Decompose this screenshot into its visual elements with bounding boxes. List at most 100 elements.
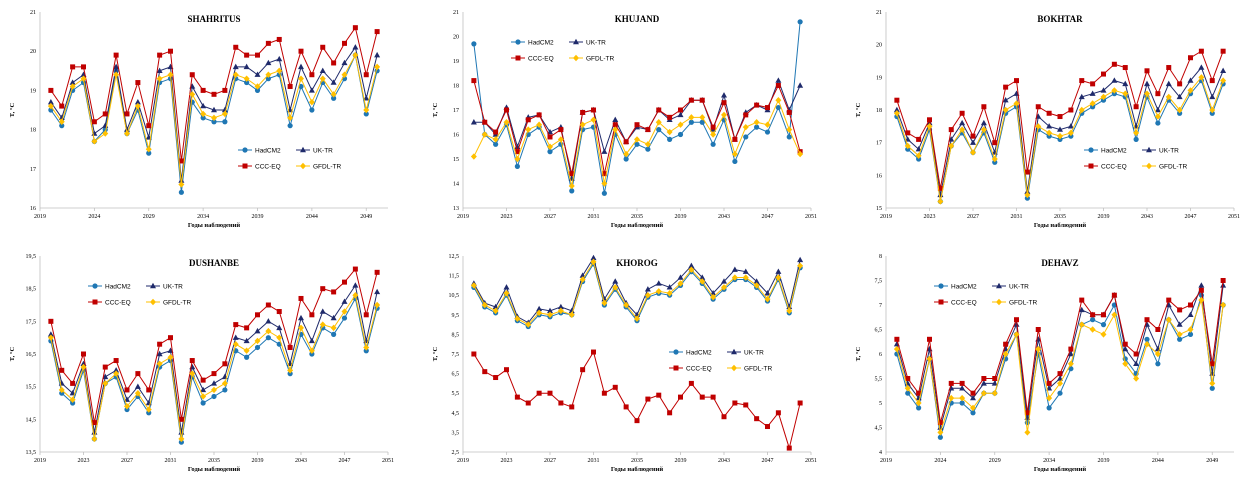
point-ccc-eq bbox=[612, 384, 618, 390]
point-ccc-eq bbox=[916, 136, 922, 142]
point-uk-tr bbox=[330, 314, 337, 321]
point-hadcm2 bbox=[1090, 104, 1096, 110]
point-hadcm2 bbox=[331, 331, 337, 337]
point-ccc-eq bbox=[1166, 297, 1172, 303]
point-ccc-eq bbox=[320, 44, 326, 50]
point-uk-tr bbox=[341, 59, 348, 66]
x-tick-label: 2019 bbox=[457, 214, 469, 220]
point-ccc-eq bbox=[710, 124, 716, 130]
point-hadcm2 bbox=[905, 146, 911, 152]
point-gfdl-tr bbox=[948, 394, 955, 402]
point-uk-tr bbox=[601, 295, 608, 302]
point-ccc-eq bbox=[48, 318, 54, 324]
point-hadcm2 bbox=[59, 390, 65, 396]
point-gfdl-tr bbox=[1024, 429, 1031, 436]
point-hadcm2 bbox=[699, 119, 705, 125]
point-hadcm2 bbox=[363, 111, 369, 117]
point-hadcm2 bbox=[1100, 322, 1107, 328]
point-gfdl-tr bbox=[1057, 380, 1063, 387]
point-ccc-eq bbox=[775, 410, 781, 416]
legend-label-gfdl-tr: GFDL-TR bbox=[744, 365, 772, 372]
point-uk-tr bbox=[915, 146, 922, 152]
x-tick-label: 2019 bbox=[457, 458, 469, 464]
x-tick-label: 2044 bbox=[1152, 458, 1164, 464]
point-ccc-eq bbox=[342, 279, 347, 285]
point-ccc-eq bbox=[287, 344, 293, 350]
point-uk-tr bbox=[200, 386, 207, 393]
legend-label-uk-tr: UK-TR bbox=[1159, 147, 1179, 154]
point-uk-tr bbox=[102, 373, 109, 380]
point-gfdl-tr bbox=[503, 119, 510, 126]
point-uk-tr bbox=[1122, 80, 1129, 87]
point-hadcm2 bbox=[1100, 97, 1107, 103]
point-ccc-eq bbox=[265, 40, 271, 46]
point-ccc-eq bbox=[623, 139, 629, 145]
point-uk-tr bbox=[298, 63, 304, 70]
point-gfdl-tr bbox=[721, 111, 727, 119]
point-hadcm2 bbox=[287, 123, 293, 129]
point-uk-tr bbox=[710, 290, 717, 296]
point-uk-tr bbox=[374, 288, 381, 295]
x-tick-label: 2043 bbox=[1141, 214, 1153, 220]
point-ccc-eq bbox=[298, 295, 304, 301]
point-ccc-eq bbox=[482, 369, 488, 375]
point-uk-tr bbox=[134, 98, 141, 105]
point-ccc-eq bbox=[222, 87, 228, 93]
point-ccc-eq bbox=[1122, 341, 1128, 347]
legend-marker-hadcm2 bbox=[92, 283, 98, 289]
x-tick-label: 2024 bbox=[934, 458, 946, 464]
point-gfdl-tr bbox=[775, 97, 782, 104]
point-uk-tr bbox=[178, 429, 185, 435]
y-tick-label: 13 bbox=[453, 206, 459, 212]
point-gfdl-tr bbox=[145, 406, 152, 413]
point-uk-tr bbox=[1122, 345, 1129, 352]
chart-title: KHOROG bbox=[616, 258, 658, 268]
point-uk-tr bbox=[666, 284, 673, 290]
point-gfdl-tr bbox=[232, 341, 239, 348]
x-tick-label: 2019 bbox=[34, 458, 46, 464]
legend-marker-uk-tr bbox=[300, 146, 306, 153]
legend-marker-ccc-eq bbox=[938, 299, 944, 305]
legend-marker-uk-tr bbox=[996, 282, 1002, 289]
point-gfdl-tr bbox=[980, 390, 987, 397]
point-ccc-eq bbox=[536, 390, 542, 396]
point-ccc-eq bbox=[678, 394, 683, 400]
point-uk-tr bbox=[1111, 77, 1118, 83]
point-ccc-eq bbox=[981, 376, 987, 381]
point-gfdl-tr bbox=[374, 301, 381, 309]
point-hadcm2 bbox=[244, 79, 250, 86]
point-ccc-eq bbox=[775, 83, 781, 88]
point-gfdl-tr bbox=[265, 327, 272, 335]
point-ccc-eq bbox=[504, 367, 509, 373]
point-gfdl-tr bbox=[200, 393, 207, 400]
legend: HadCM2 UK-TR CCC-EQ GFDL-TR bbox=[88, 282, 191, 306]
point-uk-tr bbox=[536, 305, 543, 312]
x-tick-label: 2034 bbox=[1043, 458, 1055, 464]
point-hadcm2 bbox=[1177, 110, 1183, 116]
point-hadcm2 bbox=[732, 158, 738, 165]
point-gfdl-tr bbox=[134, 102, 141, 110]
legend-label-gfdl-tr: GFDL-TR bbox=[586, 55, 614, 62]
legend-marker-uk-tr bbox=[150, 282, 156, 289]
point-hadcm2 bbox=[547, 149, 553, 155]
point-uk-tr bbox=[1154, 106, 1161, 113]
point-uk-tr bbox=[1220, 67, 1227, 73]
point-ccc-eq bbox=[276, 309, 282, 315]
point-ccc-eq bbox=[81, 351, 86, 357]
x-tick-label: 2019 bbox=[34, 214, 46, 220]
point-gfdl-tr bbox=[699, 278, 706, 285]
point-gfdl-tr bbox=[536, 121, 543, 128]
x-tick-label: 2023 bbox=[78, 458, 90, 464]
point-gfdl-tr bbox=[254, 337, 261, 345]
point-gfdl-tr bbox=[1111, 311, 1118, 318]
x-tick-label: 2023 bbox=[501, 214, 513, 220]
legend-label-uk-tr: UK-TR bbox=[586, 39, 606, 46]
point-gfdl-tr bbox=[926, 355, 933, 363]
point-gfdl-tr bbox=[1154, 113, 1161, 120]
point-gfdl-tr bbox=[525, 321, 532, 328]
point-gfdl-tr bbox=[557, 136, 564, 143]
point-ccc-eq bbox=[1220, 278, 1226, 283]
point-gfdl-tr bbox=[1187, 326, 1194, 333]
point-hadcm2 bbox=[959, 400, 965, 406]
point-uk-tr bbox=[276, 55, 283, 62]
